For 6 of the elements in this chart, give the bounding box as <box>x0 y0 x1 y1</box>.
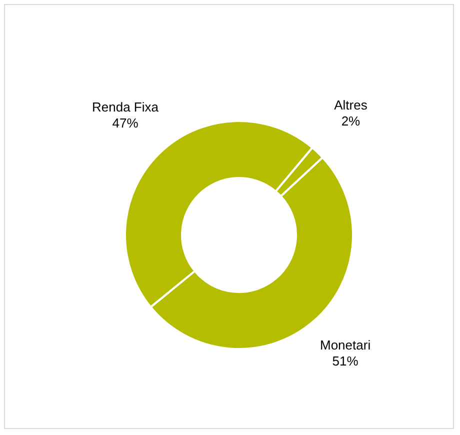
slice-label: Renda Fixa <box>92 100 160 115</box>
slice-label: Monetari <box>320 337 371 352</box>
data-label: 47% <box>112 116 139 131</box>
slice-label: Altres <box>334 98 368 113</box>
data-label: 2% <box>341 114 361 129</box>
data-label: 51% <box>332 353 359 368</box>
